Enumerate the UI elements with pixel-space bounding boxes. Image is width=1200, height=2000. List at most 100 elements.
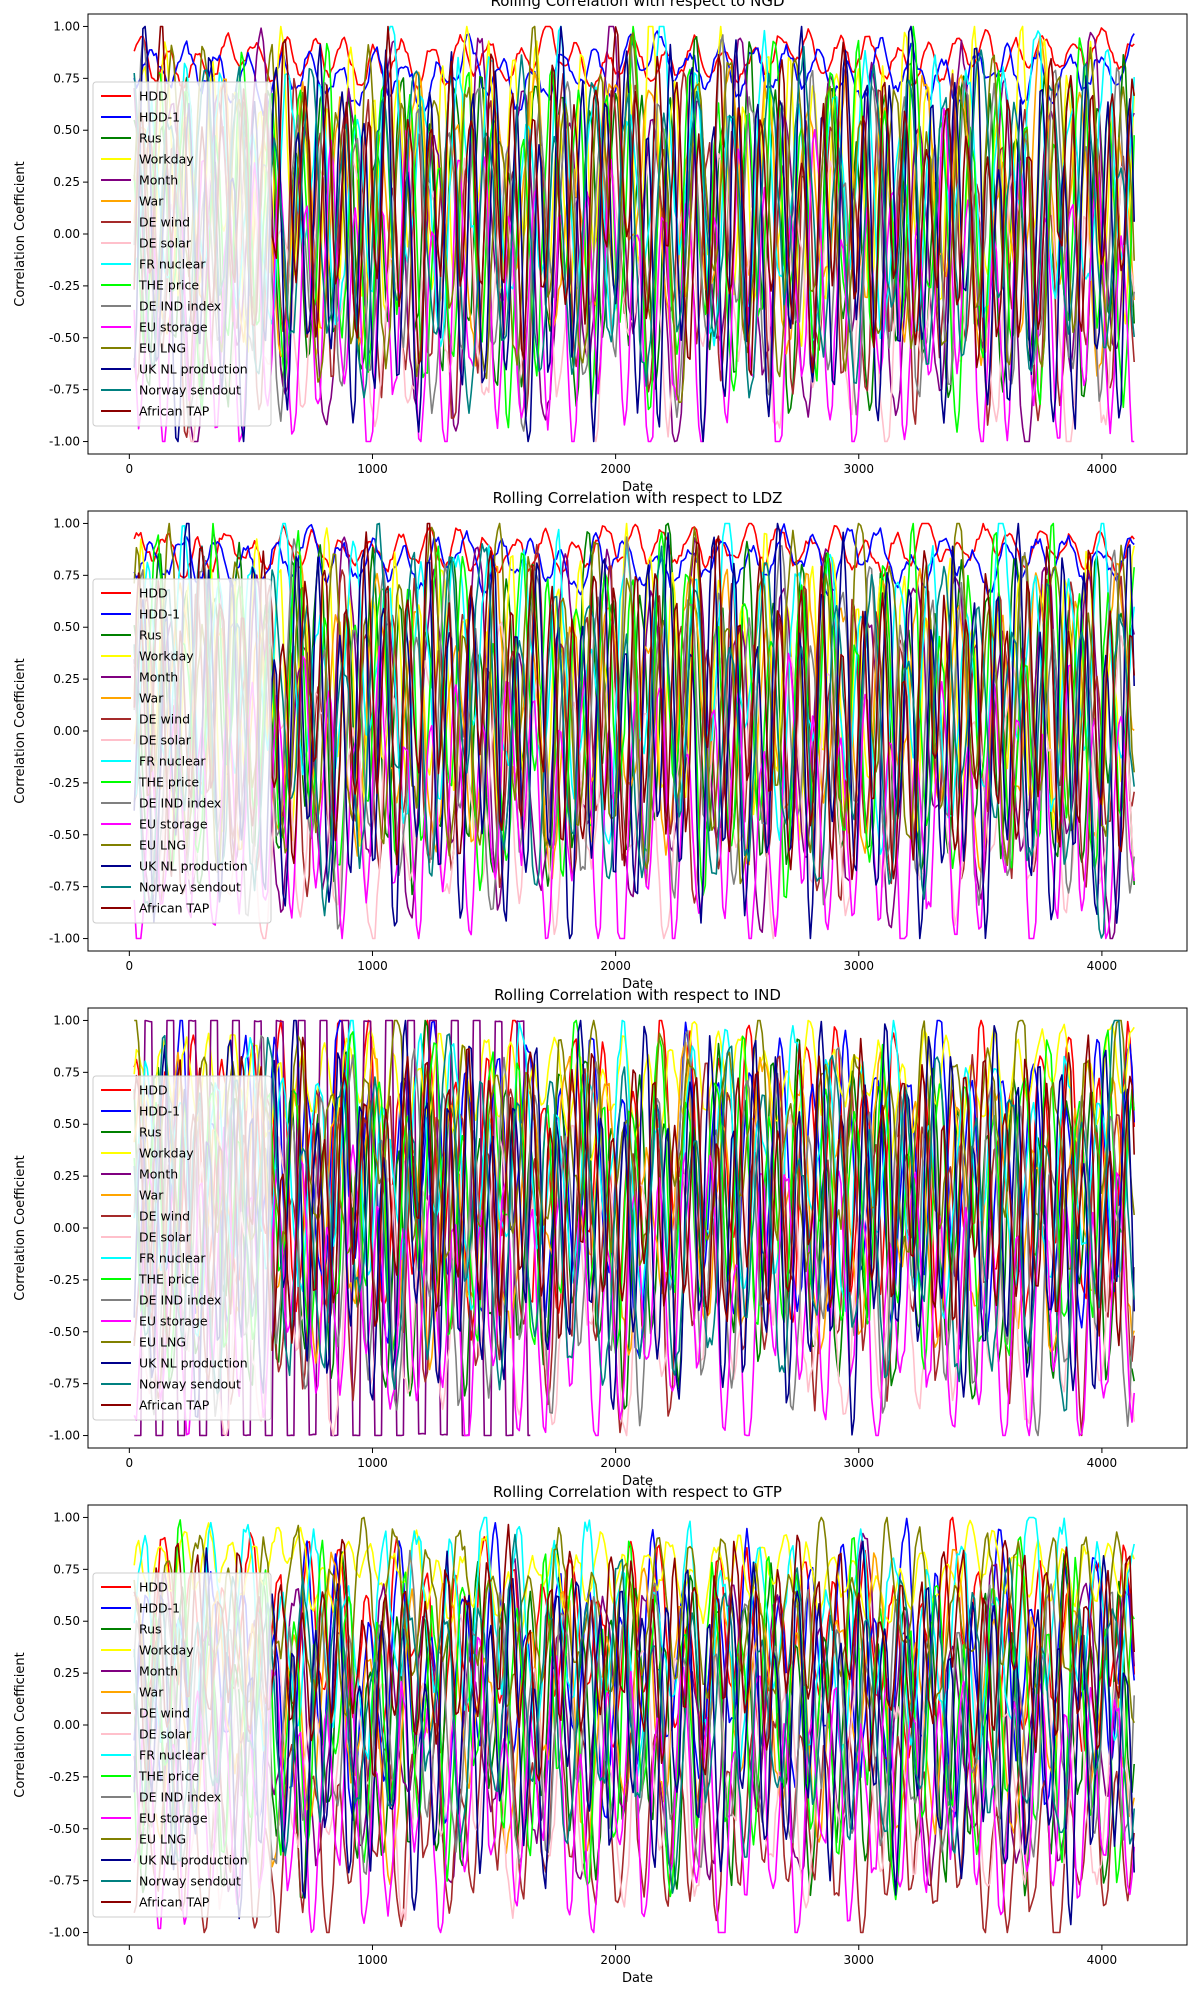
legend-label: THE price (138, 278, 199, 293)
legend-label: African TAP (139, 1895, 210, 1910)
legend-label: DE IND index (139, 299, 221, 314)
y-tick-label: 0.25 (53, 175, 80, 189)
y-tick-label: 0.00 (53, 724, 80, 738)
y-tick-label: 0.50 (53, 620, 80, 634)
legend-label: HDD (139, 89, 168, 104)
legend-label: Workday (139, 152, 194, 167)
y-tick-label: 1.00 (53, 516, 80, 530)
legend-box (92, 81, 272, 427)
y-tick-label: 0.75 (53, 1562, 80, 1576)
legend-label: EU storage (139, 1314, 208, 1329)
legend-label: EU storage (139, 1811, 208, 1826)
series-line-african-tap (133, 522, 1135, 881)
x-tick-label: 2000 (600, 1456, 631, 1470)
legend-label: DE solar (139, 733, 192, 748)
series-line-eu-storage (133, 645, 1135, 940)
legend-label: Rus (139, 1622, 162, 1637)
y-tick-label: -0.50 (49, 331, 80, 345)
legend-label: DE wind (139, 215, 190, 230)
x-tick-label: 0 (126, 959, 134, 973)
legend-label: African TAP (139, 901, 210, 916)
chart-title: Rolling Correlation with respect to LDZ (493, 489, 783, 507)
legend: HDD HDD-1 Rus Workday Month War DE wind DE sola… (92, 1572, 272, 1918)
legend-label: HDD-1 (139, 607, 180, 622)
series-line-fr-nuclear (133, 25, 1135, 348)
legend-label: African TAP (139, 1398, 210, 1413)
legend-label: THE price (138, 1769, 199, 1784)
y-tick-label: 1.00 (53, 1510, 80, 1524)
chart-title: Rolling Correlation with respect to IND (494, 986, 781, 1004)
series-group (133, 25, 1135, 443)
series-line-uk-nl-production (133, 1019, 1135, 1436)
series-line-eu-lng (133, 25, 1135, 404)
legend-label: Norway sendout (139, 383, 241, 398)
legend-label: HDD (139, 1083, 168, 1098)
y-tick-label: -0.75 (49, 1874, 80, 1888)
legend-label: EU storage (139, 817, 208, 832)
y-tick-label: 0.25 (53, 672, 80, 686)
x-tick-label: 2000 (600, 462, 631, 476)
legend-label: DE IND index (139, 1293, 221, 1308)
x-tick-label: 4000 (1087, 1456, 1118, 1470)
x-tick-label: 4000 (1087, 959, 1118, 973)
legend-label: DE solar (139, 1230, 192, 1245)
legend-label: DE wind (139, 712, 190, 727)
y-axis-label: Correlation Coefficient (13, 1652, 28, 1798)
legend-label: THE price (138, 775, 199, 790)
series-group (133, 1516, 1135, 1934)
y-tick-label: -0.50 (49, 1822, 80, 1836)
legend-box (92, 1572, 272, 1918)
y-tick-label: 0.50 (53, 123, 80, 137)
y-tick-label: -0.25 (49, 1770, 80, 1784)
x-tick-label: 1000 (357, 1953, 388, 1967)
y-tick-label: 0.00 (53, 1718, 80, 1732)
y-tick-label: 0.25 (53, 1666, 80, 1680)
series-line-the-price (133, 522, 1135, 899)
legend: HDD HDD-1 Rus Workday Month War DE wind DE sola… (92, 1075, 272, 1421)
y-axis-label: Correlation Coefficient (13, 161, 28, 307)
y-tick-label: 0.50 (53, 1614, 80, 1628)
x-tick-label: 0 (126, 462, 134, 476)
legend-label: War (139, 1685, 164, 1700)
series-line-eu-storage (133, 107, 1135, 443)
legend-box (92, 1075, 272, 1421)
x-tick-label: 1000 (357, 959, 388, 973)
chart-panel-1: Rolling Correlation with respect to LDZ 0… (13, 489, 1188, 992)
legend-label: FR nuclear (139, 754, 206, 769)
y-tick-label: 1.00 (53, 1013, 80, 1027)
series-line-african-tap (133, 1523, 1135, 1782)
x-axis-label: Date (622, 1474, 653, 1489)
legend-label: HDD (139, 586, 168, 601)
legend-label: Rus (139, 1125, 162, 1140)
y-tick-label: -1.00 (49, 932, 80, 946)
legend-label: THE price (138, 1272, 199, 1287)
legend-label: HDD (139, 1580, 168, 1595)
x-tick-label: 4000 (1087, 462, 1118, 476)
x-tick-label: 3000 (843, 1953, 874, 1967)
legend-label: Workday (139, 1643, 194, 1658)
y-tick-label: -0.50 (49, 1325, 80, 1339)
legend: HDD HDD-1 Rus Workday Month War DE wind DE sola… (92, 578, 272, 924)
legend-label: War (139, 194, 164, 209)
chart-panel-3: Rolling Correlation with respect to GTP 0… (13, 1483, 1188, 1986)
legend-label: HDD-1 (139, 110, 180, 125)
series-line-the-price (133, 1519, 1135, 1901)
legend-box (92, 578, 272, 924)
y-tick-label: 0.00 (53, 1221, 80, 1235)
legend-label: Month (139, 1664, 178, 1679)
series-line-fr-nuclear (133, 1516, 1135, 1777)
legend-label: Norway sendout (139, 1377, 241, 1392)
y-tick-label: 0.75 (53, 568, 80, 582)
legend-label: DE IND index (139, 1790, 221, 1805)
x-tick-label: 2000 (600, 1953, 631, 1967)
x-tick-label: 4000 (1087, 1953, 1118, 1967)
y-tick-label: 1.00 (53, 19, 80, 33)
y-tick-label: -0.75 (49, 1377, 80, 1391)
series-line-african-tap (133, 1034, 1135, 1352)
legend-label: EU storage (139, 320, 208, 335)
legend-label: FR nuclear (139, 1748, 206, 1763)
legend-label: African TAP (139, 404, 210, 419)
y-tick-label: -1.00 (49, 435, 80, 449)
legend: HDD HDD-1 Rus Workday Month War DE wind DE sola… (92, 81, 272, 427)
